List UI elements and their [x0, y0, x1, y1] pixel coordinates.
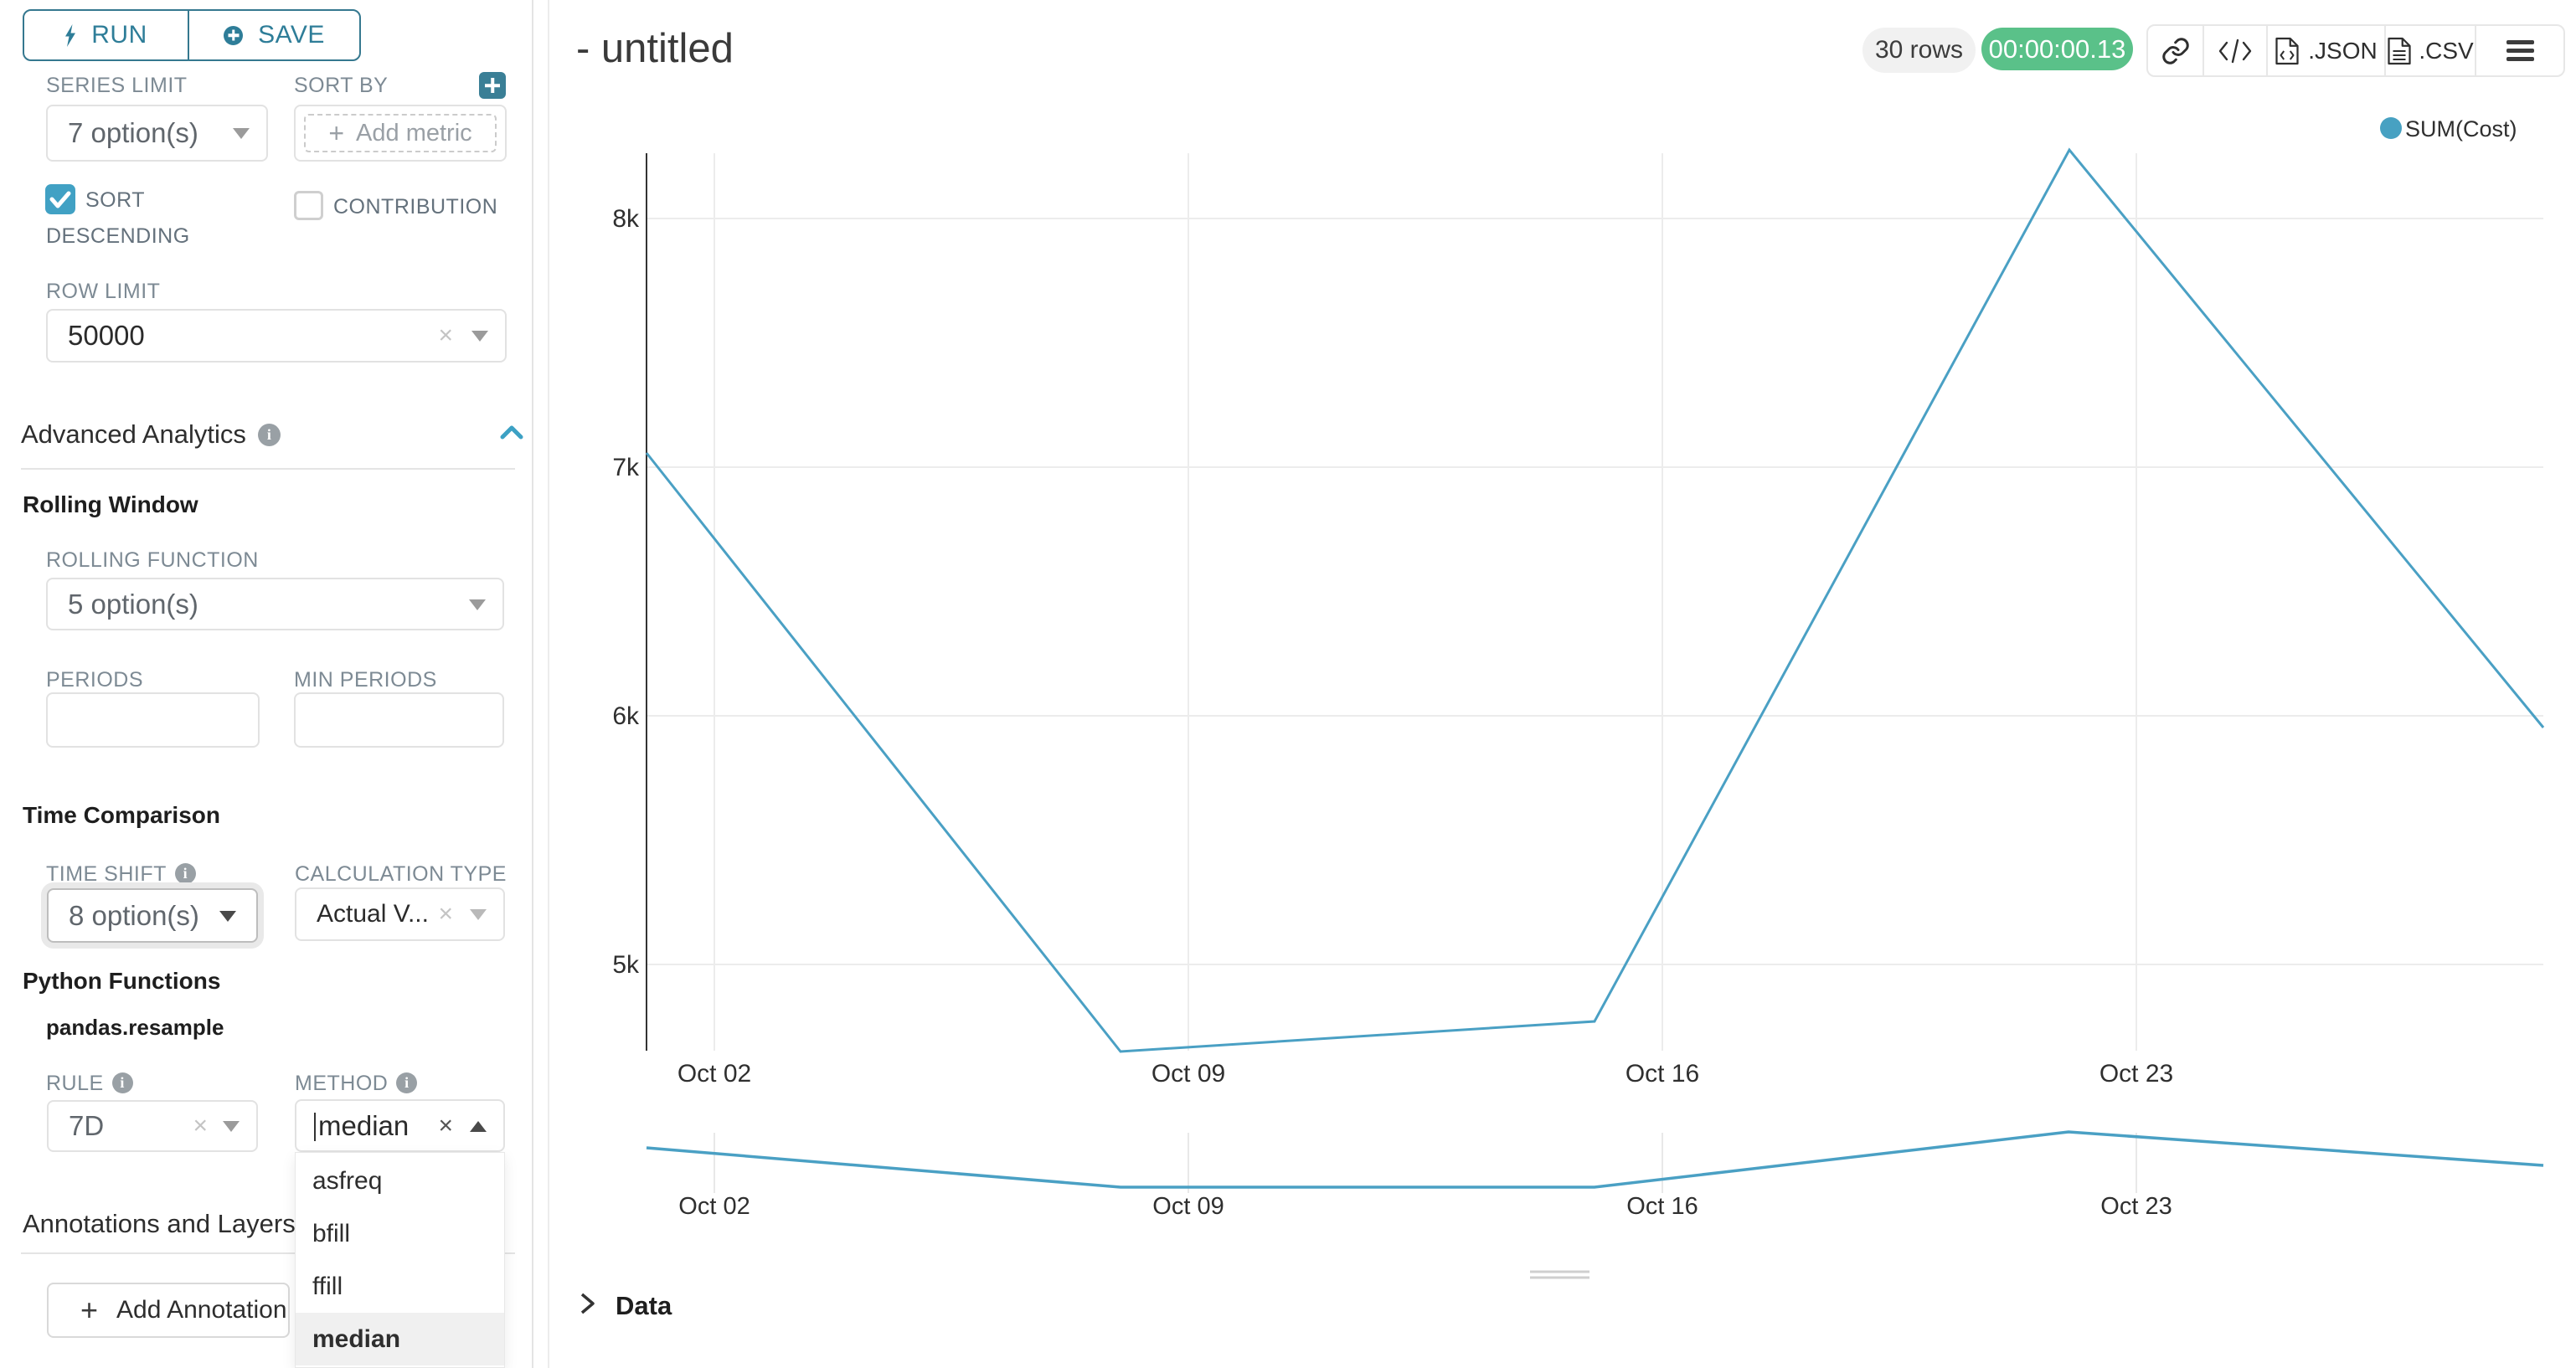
- svg-text:5k: 5k: [612, 951, 640, 979]
- svg-text:Oct 16: Oct 16: [1626, 1193, 1698, 1220]
- svg-text:Data: Data: [616, 1291, 672, 1320]
- svg-text:Oct 02: Oct 02: [677, 1060, 751, 1088]
- svg-text:Oct 23: Oct 23: [2099, 1060, 2173, 1088]
- svg-text:Oct 09: Oct 09: [1151, 1060, 1225, 1088]
- svg-text:Oct 02: Oct 02: [678, 1193, 750, 1220]
- svg-text:7k: 7k: [612, 454, 640, 481]
- svg-text:Oct 23: Oct 23: [2100, 1193, 2172, 1220]
- svg-text:8k: 8k: [612, 205, 640, 233]
- svg-text:6k: 6k: [612, 702, 640, 730]
- svg-text:Oct 09: Oct 09: [1152, 1193, 1224, 1220]
- svg-text:SUM(Cost): SUM(Cost): [2405, 116, 2517, 141]
- svg-text:Oct 16: Oct 16: [1625, 1060, 1699, 1088]
